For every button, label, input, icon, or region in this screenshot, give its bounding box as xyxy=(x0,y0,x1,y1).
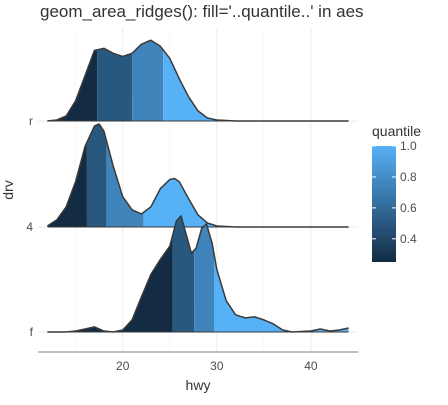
ridge-f-quantile-band xyxy=(172,215,195,332)
legend-tick-label: 1.0 xyxy=(400,139,417,153)
ridges xyxy=(46,39,349,333)
x-axis-title: hwy xyxy=(186,377,211,393)
ridge-4-quantile-band xyxy=(143,178,349,227)
ridge-f xyxy=(47,215,349,333)
x-tick-label: 30 xyxy=(210,359,224,373)
legend-title: quantile xyxy=(372,123,421,139)
y-tick-label: 4 xyxy=(26,220,33,234)
ridge-r-quantile-band xyxy=(132,40,164,122)
ridge-4-quantile-band xyxy=(106,141,144,227)
ridge-4-quantile-band xyxy=(47,142,87,227)
y-axis-title: drv xyxy=(0,180,16,199)
x-tick-label: 20 xyxy=(116,359,130,373)
ridge-r-outline xyxy=(47,39,349,122)
legend: quantile 0.4 0.6 0.8 1.0 xyxy=(372,123,421,262)
ridge-r xyxy=(47,39,349,122)
y-tick-label: r xyxy=(29,114,33,128)
ridge-4-outline xyxy=(46,123,349,228)
legend-tick-label: 0.6 xyxy=(400,201,417,215)
ridge-r-quantile-band xyxy=(97,48,133,121)
ridge-r-quantile-band xyxy=(47,49,98,122)
ridge-f-quantile-band xyxy=(194,223,214,332)
ridge-4 xyxy=(46,123,349,228)
ridge-f-quantile-band xyxy=(214,253,349,332)
legend-tick-label: 0.4 xyxy=(400,232,417,246)
chart-title: geom_area_ridges(): fill='..quantile..' … xyxy=(40,2,364,21)
legend-tick-label: 0.8 xyxy=(400,170,417,184)
y-tick-label: f xyxy=(30,325,34,339)
legend-colorbar xyxy=(372,146,396,262)
ridge-4-quantile-band xyxy=(86,124,107,227)
ridge-r-quantile-band xyxy=(163,49,349,121)
ridge-f-quantile-band xyxy=(47,235,173,332)
x-tick-label: 40 xyxy=(304,359,318,373)
